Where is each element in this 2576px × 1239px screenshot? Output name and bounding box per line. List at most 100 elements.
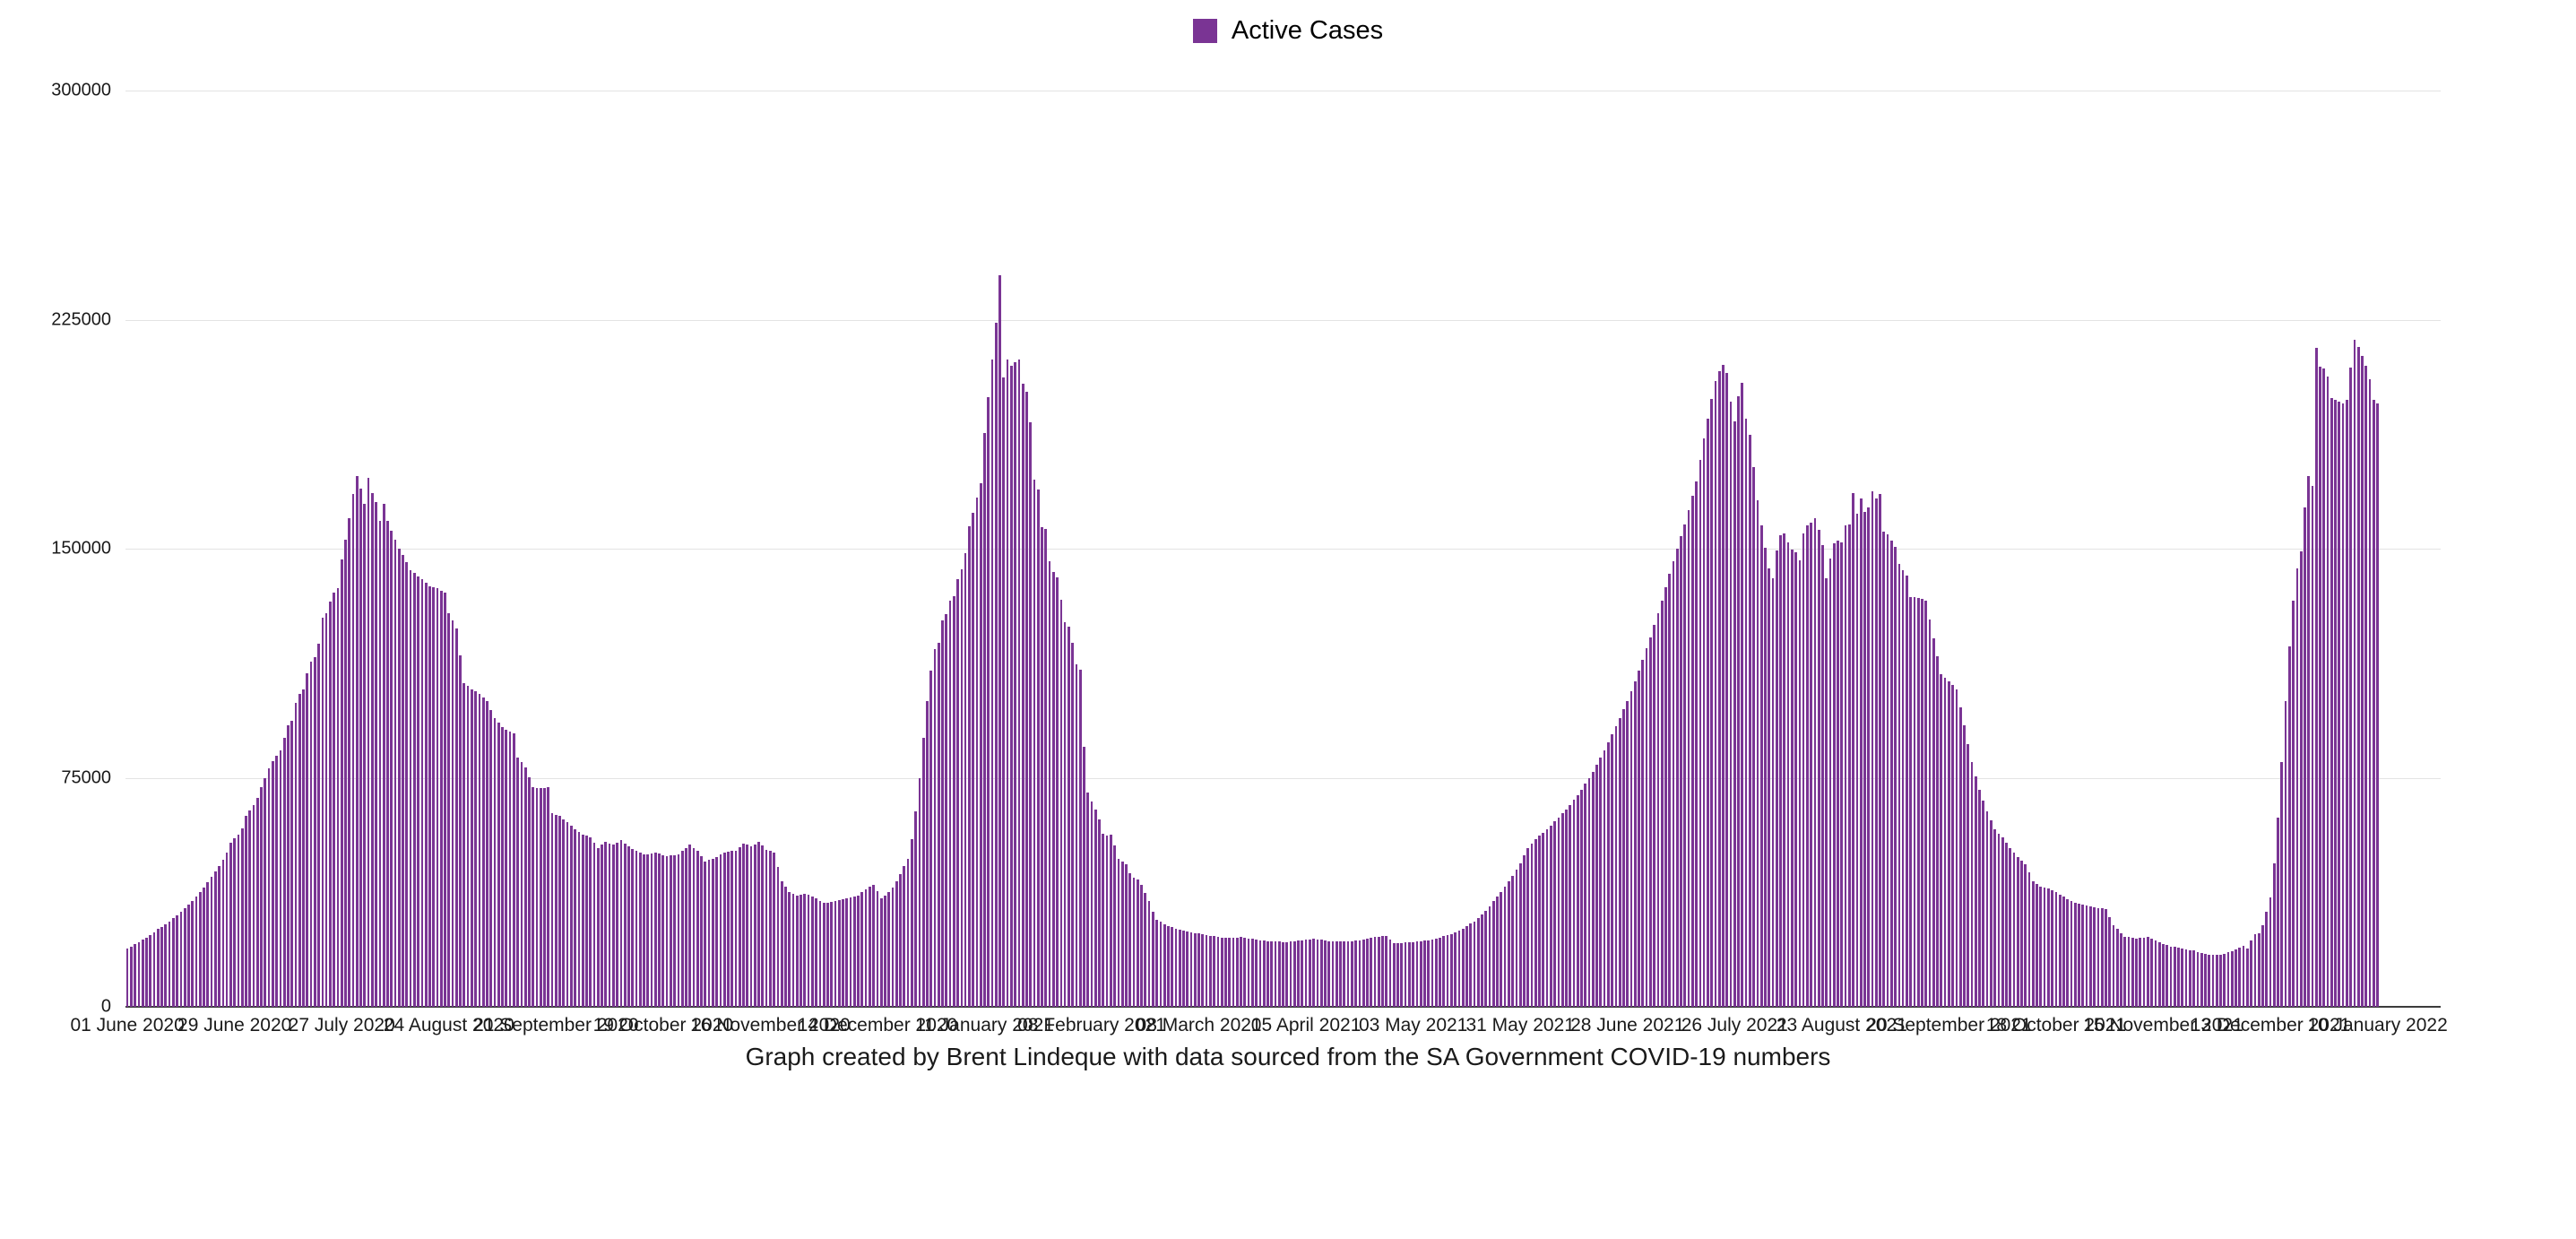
bar — [1943, 677, 1947, 1007]
bar — [1392, 943, 1396, 1007]
bar — [1508, 881, 1510, 1007]
bar — [221, 859, 225, 1007]
bar — [1997, 833, 2001, 1007]
bar — [673, 854, 676, 1007]
bar — [2211, 954, 2215, 1007]
bar — [1913, 597, 1916, 1007]
bar — [2001, 836, 2004, 1007]
bar — [2334, 400, 2337, 1007]
bar — [1985, 810, 1989, 1007]
bar — [872, 884, 876, 1007]
bar — [611, 845, 615, 1007]
bar — [386, 521, 389, 1007]
bar — [486, 701, 488, 1007]
bar — [229, 843, 232, 1007]
bar — [245, 816, 247, 1007]
bar — [550, 813, 554, 1007]
bar — [1672, 560, 1675, 1007]
bar — [1056, 577, 1059, 1007]
bar — [1710, 399, 1714, 1007]
bar — [1439, 937, 1441, 1007]
bar — [1641, 659, 1645, 1007]
y-tick-label: 75000 — [61, 767, 111, 787]
bar — [2277, 817, 2279, 1007]
x-tick-label: 08 February 2021 — [1017, 1015, 1166, 1035]
bar — [1312, 939, 1315, 1007]
bar — [807, 895, 810, 1007]
bar — [1779, 534, 1782, 1007]
bar — [225, 852, 229, 1007]
bar — [1951, 685, 1954, 1007]
bar — [1565, 809, 1568, 1007]
bar — [1695, 481, 1698, 1007]
bar — [899, 873, 902, 1007]
bar — [539, 788, 542, 1007]
bar — [176, 914, 178, 1007]
bar — [520, 762, 523, 1007]
x-tick-label: 05 April 2021 — [1250, 1015, 1361, 1035]
bar — [895, 881, 898, 1007]
bar — [2250, 940, 2253, 1007]
bar — [2093, 907, 2096, 1007]
bar — [1304, 940, 1308, 1007]
bar — [1476, 917, 1480, 1007]
legend-swatch — [1192, 19, 1217, 43]
bar — [2295, 568, 2299, 1007]
bar — [765, 849, 768, 1007]
x-tick-label: 23 August 2021 — [1776, 1015, 1907, 1035]
bar — [2177, 948, 2180, 1007]
bar — [1882, 531, 1886, 1007]
bar — [1560, 813, 1564, 1007]
bar — [2307, 475, 2311, 1007]
bar — [471, 689, 473, 1007]
bar — [574, 829, 576, 1007]
bar — [1209, 935, 1212, 1007]
bar — [987, 396, 990, 1007]
bar — [601, 845, 603, 1007]
bar — [2039, 886, 2043, 1007]
bar — [960, 568, 964, 1007]
bar — [903, 866, 906, 1007]
bar — [983, 432, 986, 1007]
bar — [2322, 368, 2326, 1007]
bar — [240, 827, 244, 1007]
bar — [852, 896, 856, 1007]
bar — [1511, 875, 1515, 1007]
bar — [237, 834, 240, 1007]
bar — [2165, 945, 2169, 1007]
bar — [1855, 513, 1859, 1007]
bar — [711, 858, 714, 1007]
bar — [727, 852, 730, 1007]
bar — [523, 767, 527, 1007]
bar — [1974, 775, 1977, 1007]
bar — [1863, 511, 1866, 1007]
bar — [2027, 872, 2031, 1007]
bar — [1434, 939, 1438, 1007]
bar — [481, 697, 485, 1007]
x-tick-label: 08 March 2021 — [1136, 1015, 1262, 1035]
bar — [1094, 810, 1097, 1007]
bar — [2012, 852, 2016, 1007]
bar — [2353, 339, 2356, 1007]
bar — [975, 498, 979, 1007]
bar — [160, 926, 163, 1007]
bar — [1373, 937, 1377, 1007]
bar — [906, 858, 910, 1007]
bar — [558, 816, 561, 1007]
bar — [680, 851, 684, 1007]
bar — [589, 836, 592, 1007]
bar — [2226, 952, 2230, 1007]
bar — [2024, 863, 2027, 1007]
bar — [344, 539, 347, 1007]
bar — [1664, 587, 1667, 1007]
bar — [409, 569, 412, 1007]
bar — [1473, 921, 1476, 1007]
bar — [1051, 571, 1055, 1007]
bar — [1247, 938, 1250, 1007]
bar — [1457, 931, 1461, 1007]
bar — [1193, 932, 1197, 1007]
bar — [933, 649, 937, 1007]
bar — [1025, 391, 1028, 1007]
bar — [1292, 940, 1296, 1007]
bar — [795, 895, 799, 1007]
